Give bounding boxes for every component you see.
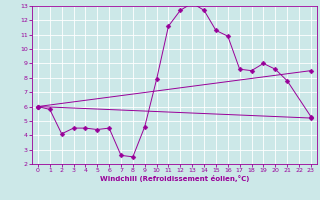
X-axis label: Windchill (Refroidissement éolien,°C): Windchill (Refroidissement éolien,°C) [100,175,249,182]
